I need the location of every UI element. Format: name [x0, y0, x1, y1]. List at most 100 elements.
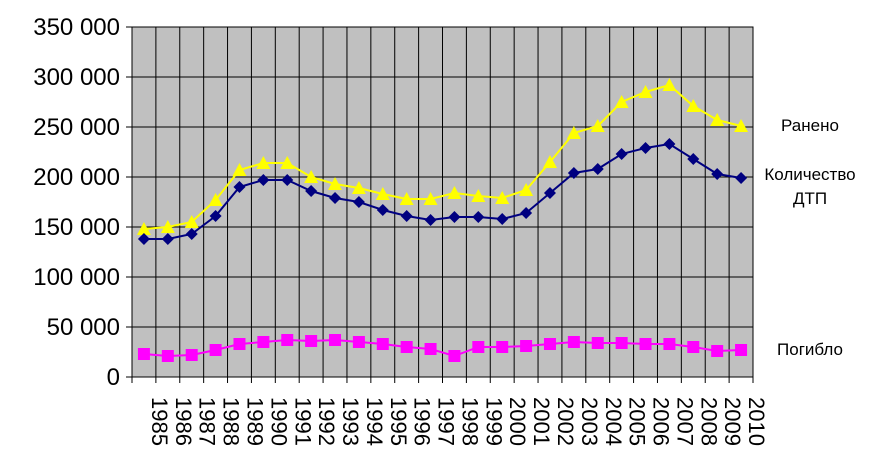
data-point-square [639, 338, 652, 350]
data-point-square [591, 337, 604, 349]
data-point-square [257, 336, 270, 348]
data-point-diamond [257, 174, 270, 186]
data-point-square [376, 338, 389, 350]
data-point-triangle [734, 119, 749, 132]
data-point-square [687, 341, 700, 353]
data-point-square [472, 341, 485, 353]
data-point-diamond [615, 148, 628, 160]
data-point-diamond [543, 187, 556, 199]
data-point-triangle [590, 119, 605, 132]
data-point-square [400, 341, 413, 353]
data-point-diamond [496, 213, 509, 225]
data-point-square [567, 336, 580, 348]
data-point-square [281, 334, 294, 346]
y-tick-label: 250 000 [33, 114, 120, 141]
data-point-diamond [472, 211, 485, 223]
x-tick-label: 1989 [242, 397, 267, 446]
data-point-diamond [400, 210, 413, 222]
data-point-square [209, 344, 222, 356]
data-point-square [448, 350, 461, 362]
data-point-triangle [519, 183, 534, 196]
data-point-triangle [136, 222, 151, 235]
data-point-square [615, 337, 628, 349]
series-labels: Ранено Количество ДТП Погибло [764, 116, 855, 359]
data-point-diamond [376, 204, 389, 216]
x-tick-label: 2006 [649, 397, 674, 446]
x-tick-label: 1991 [290, 397, 315, 446]
x-tick-label: 1986 [171, 397, 196, 446]
x-tick-label: 1996 [410, 397, 435, 446]
data-point-diamond [281, 174, 294, 186]
x-tick-label: 2009 [720, 397, 745, 446]
x-tick-label: 1985 [147, 397, 172, 446]
data-point-square [496, 341, 509, 353]
data-point-triangle [208, 193, 223, 206]
data-point-triangle [232, 163, 247, 176]
data-point-diamond [735, 172, 748, 184]
data-point-square [735, 344, 748, 356]
data-point-diamond [520, 207, 533, 219]
data-point-diamond [711, 168, 724, 180]
data-point-triangle [686, 99, 701, 112]
y-tick-label: 200 000 [33, 164, 120, 191]
data-point-triangle [566, 126, 581, 139]
x-tick-label: 1992 [314, 397, 339, 446]
data-point-square [161, 350, 174, 362]
data-point-square [711, 345, 724, 357]
data-point-diamond [639, 142, 652, 154]
data-point-triangle [184, 215, 199, 228]
data-point-diamond [137, 233, 150, 245]
data-point-triangle [256, 156, 271, 169]
data-point-diamond [352, 196, 365, 208]
y-tick-label: 150 000 [33, 214, 120, 241]
data-point-diamond [185, 228, 198, 240]
data-point-square [305, 335, 318, 347]
data-point-diamond [687, 153, 700, 165]
x-tick-label: 1995 [386, 397, 411, 446]
data-point-triangle [614, 95, 629, 108]
x-tick-label: 1990 [266, 397, 291, 446]
data-point-square [424, 343, 437, 355]
x-tick-label: 2004 [601, 397, 626, 446]
data-point-triangle [375, 187, 390, 200]
gridlines [132, 26, 753, 377]
data-point-triangle [328, 177, 343, 190]
data-point-triangle [160, 220, 175, 233]
data-point-triangle [399, 192, 414, 205]
series-markers [136, 78, 749, 362]
x-axis: 1985198619871988198919901991199219931994… [131, 377, 769, 446]
y-tick-label: 350 000 [33, 14, 120, 41]
data-point-diamond [209, 210, 222, 222]
data-point-square [520, 340, 533, 352]
series-label: Количество [764, 165, 855, 184]
data-point-triangle [638, 85, 653, 98]
data-point-diamond [329, 192, 342, 204]
data-point-triangle [304, 170, 319, 183]
data-point-triangle [542, 155, 557, 168]
data-point-triangle [495, 191, 510, 204]
data-point-triangle [447, 186, 462, 199]
data-point-diamond [161, 233, 174, 245]
data-point-diamond [305, 185, 318, 197]
x-tick-label: 1988 [219, 397, 244, 446]
y-tick-label: 0 [107, 364, 120, 391]
x-tick-label: 1994 [362, 397, 387, 446]
data-point-square [663, 338, 676, 350]
x-tick-label: 1999 [481, 397, 506, 446]
data-point-square [352, 336, 365, 348]
y-tick-label: 300 000 [33, 64, 120, 91]
data-point-diamond [591, 163, 604, 175]
data-point-diamond [567, 167, 580, 179]
x-tick-label: 1997 [434, 397, 459, 446]
x-tick-label: 1993 [338, 397, 363, 446]
series-label: ДТП [793, 189, 827, 208]
data-point-triangle [423, 192, 438, 205]
data-point-diamond [448, 211, 461, 223]
y-axis: 0 50 000 100 000 150 000 200 000 250 000 300 0… [33, 14, 132, 391]
x-tick-label: 2007 [672, 397, 697, 446]
data-point-diamond [424, 214, 437, 226]
data-point-square [233, 338, 246, 350]
series-label: Ранено [781, 116, 839, 135]
data-point-square [329, 334, 342, 346]
